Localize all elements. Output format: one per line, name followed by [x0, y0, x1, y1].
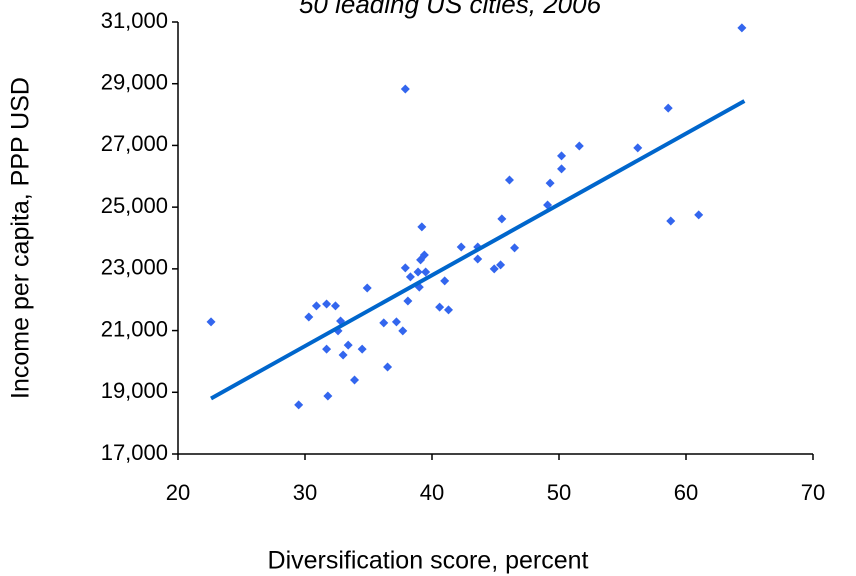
point: [362, 283, 372, 293]
y-tick-label: 19,000: [101, 378, 168, 403]
point: [510, 243, 520, 253]
point: [456, 242, 466, 252]
point: [323, 391, 333, 401]
point: [663, 103, 673, 113]
trend-line: [210, 99, 746, 401]
point: [304, 312, 314, 322]
point: [473, 254, 483, 264]
x-axis-label: Diversification score, percent: [268, 547, 589, 575]
point: [419, 250, 429, 260]
point: [403, 296, 413, 306]
x-tick-label: 30: [293, 480, 317, 505]
point: [557, 151, 567, 161]
point: [400, 263, 410, 273]
point: [666, 216, 676, 226]
point: [444, 305, 454, 315]
point: [421, 267, 431, 277]
point: [391, 317, 401, 327]
point: [694, 210, 704, 220]
point: [435, 302, 445, 312]
point: [338, 350, 348, 360]
point: [557, 164, 567, 174]
point: [574, 141, 584, 151]
x-tick-label: 40: [420, 480, 444, 505]
y-tick-label: 23,000: [101, 255, 168, 280]
y-tick-label: 31,000: [101, 8, 168, 33]
point: [489, 264, 499, 274]
x-tick-label: 20: [166, 480, 190, 505]
x-tick-label: 60: [674, 480, 698, 505]
chart-title: 50 leading US cities, 2006: [299, 0, 602, 19]
point: [350, 375, 360, 385]
y-tick-label: 21,000: [101, 316, 168, 341]
point: [545, 178, 555, 188]
point: [497, 214, 507, 224]
point: [343, 340, 353, 350]
x-tick-label: 50: [547, 480, 571, 505]
point: [322, 299, 332, 309]
point: [379, 318, 389, 328]
point: [440, 276, 450, 286]
point: [633, 143, 643, 153]
point: [330, 301, 340, 311]
point: [398, 326, 408, 336]
y-tick-label: 27,000: [101, 131, 168, 156]
point: [413, 267, 423, 277]
point: [504, 175, 514, 185]
point: [496, 260, 506, 270]
point: [357, 344, 367, 354]
y-axis-label: Income per capita, PPP USD: [7, 77, 35, 399]
point: [294, 400, 304, 410]
point: [400, 84, 410, 94]
point: [311, 301, 321, 311]
point: [405, 272, 415, 282]
point: [206, 317, 216, 327]
y-tick-label: 25,000: [101, 193, 168, 218]
point: [417, 222, 427, 232]
point: [737, 23, 747, 33]
point: [383, 362, 393, 372]
x-tick-label: 70: [801, 480, 825, 505]
point: [322, 344, 332, 354]
y-tick-label: 17,000: [101, 440, 168, 465]
y-tick-label: 29,000: [101, 70, 168, 95]
